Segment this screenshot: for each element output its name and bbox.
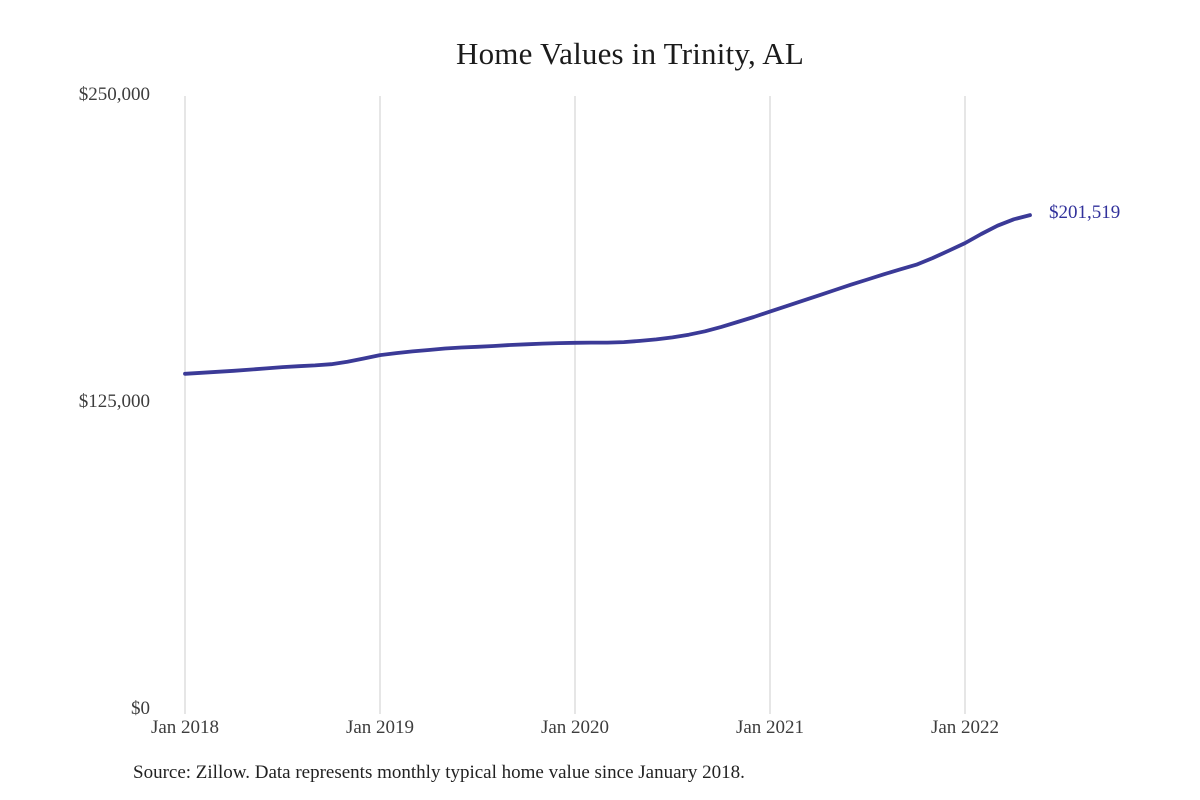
- y-tick-label: $250,000: [78, 84, 150, 105]
- series-end-value-label: $201,519: [1049, 202, 1121, 224]
- x-tick-label: Jan 2020: [540, 717, 610, 738]
- home-value-line: [183, 213, 1032, 376]
- x-tick-label: Jan 2021: [735, 717, 805, 738]
- y-tick-label: $125,000: [78, 391, 150, 412]
- x-tick-label: Jan 2018: [150, 717, 220, 738]
- chart-title: Home Values in Trinity, AL: [456, 36, 804, 71]
- source-note: Source: Zillow. Data represents monthly …: [133, 762, 745, 783]
- x-tick-label: Jan 2022: [930, 717, 1000, 738]
- gridlines: [184, 96, 966, 714]
- x-tick-label: Jan 2019: [345, 717, 415, 738]
- y-tick-label: $0: [131, 698, 150, 719]
